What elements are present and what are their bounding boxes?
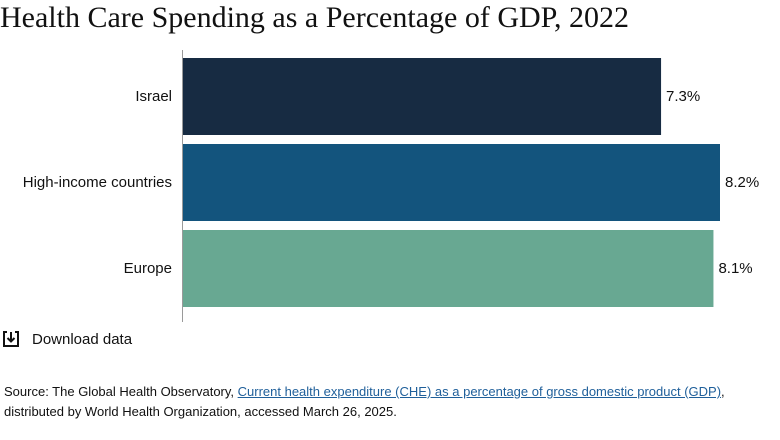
download-data-button[interactable]: Download data bbox=[2, 328, 132, 350]
download-icon bbox=[3, 331, 19, 347]
source-note: Source: The Global Health Observatory, C… bbox=[4, 382, 774, 422]
value-label: 8.1% bbox=[718, 260, 752, 277]
chart-title: Health Care Spending as a Percentage of … bbox=[0, 1, 630, 34]
value-label: 8.2% bbox=[725, 174, 759, 191]
category-label: Israel bbox=[135, 88, 172, 105]
bar-israel[interactable] bbox=[183, 58, 662, 135]
value-label: 7.3% bbox=[666, 88, 700, 105]
download-data-label: Download data bbox=[32, 330, 133, 348]
source-link[interactable]: Current health expenditure (CHE) as a pe… bbox=[237, 384, 722, 399]
source-prefix: Source: The Global Health Observatory, bbox=[4, 384, 238, 399]
bar-europe[interactable] bbox=[183, 230, 714, 307]
bar-chart: Israel 7.3% High-income countries 8.2% Europ… bbox=[23, 50, 759, 322]
source-suffix: , distributed by World Health Organizati… bbox=[4, 384, 725, 419]
bar-high-income-countries[interactable] bbox=[183, 144, 720, 221]
category-label: Europe bbox=[124, 260, 172, 277]
category-label: High-income countries bbox=[23, 174, 172, 191]
